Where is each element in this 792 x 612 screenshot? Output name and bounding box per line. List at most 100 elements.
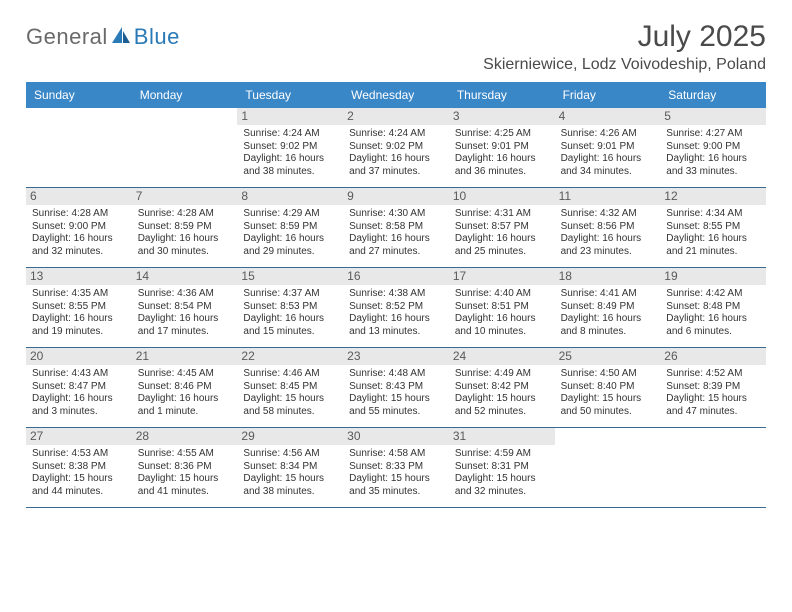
daylight-line: Daylight: 16 hours and 3 minutes. xyxy=(32,393,126,418)
week-row: 1Sunrise: 4:24 AMSunset: 9:02 PMDaylight… xyxy=(26,108,766,188)
sunset-line: Sunset: 8:40 PM xyxy=(561,381,655,394)
day-number: 3 xyxy=(449,108,555,125)
daylight-line: Daylight: 16 hours and 23 minutes. xyxy=(561,233,655,258)
sunset-line: Sunset: 8:53 PM xyxy=(243,301,337,314)
day-header: Saturday xyxy=(660,82,766,108)
day-number: 9 xyxy=(343,188,449,205)
sunrise-line: Sunrise: 4:31 AM xyxy=(455,208,549,221)
daylight-line: Daylight: 16 hours and 17 minutes. xyxy=(138,313,232,338)
day-cell: 7Sunrise: 4:28 AMSunset: 8:59 PMDaylight… xyxy=(132,188,238,267)
day-cell: 14Sunrise: 4:36 AMSunset: 8:54 PMDayligh… xyxy=(132,268,238,347)
sunrise-line: Sunrise: 4:35 AM xyxy=(32,288,126,301)
sunrise-line: Sunrise: 4:43 AM xyxy=(32,368,126,381)
day-cell: 27 Sunrise: 4:53 AMSunset: 8:38 PMDayligh… xyxy=(26,428,132,507)
day-number: 5 xyxy=(660,108,766,125)
daylight-line: Daylight: 15 hours and 35 minutes. xyxy=(349,473,443,498)
page-title: July 2025 xyxy=(483,20,766,54)
sunset-line: Sunset: 8:31 PM xyxy=(455,461,549,474)
sunrise-line: Sunrise: 4:29 AM xyxy=(243,208,337,221)
sunrise-line: Sunrise: 4:52 AM xyxy=(666,368,760,381)
sunset-line: Sunset: 8:51 PM xyxy=(455,301,549,314)
sunrise-line: Sunrise: 4:34 AM xyxy=(666,208,760,221)
day-cell: 21Sunrise: 4:45 AMSunset: 8:46 PMDayligh… xyxy=(132,348,238,427)
daylight-line: Daylight: 15 hours and 41 minutes. xyxy=(138,473,232,498)
day-number: 22 xyxy=(237,348,343,365)
day-cell: 12Sunrise: 4:34 AMSunset: 8:55 PMDayligh… xyxy=(660,188,766,267)
day-cell: 4Sunrise: 4:26 AMSunset: 9:01 PMDaylight… xyxy=(555,108,661,187)
daylight-line: Daylight: 15 hours and 55 minutes. xyxy=(349,393,443,418)
day-cell xyxy=(555,428,661,507)
daylight-line: Daylight: 16 hours and 15 minutes. xyxy=(243,313,337,338)
daylight-line: Daylight: 16 hours and 29 minutes. xyxy=(243,233,337,258)
daylight-line: Daylight: 16 hours and 13 minutes. xyxy=(349,313,443,338)
title-block: July 2025 Skierniewice, Lodz Voivodeship… xyxy=(483,20,766,74)
day-number: 24 xyxy=(449,348,555,365)
sunset-line: Sunset: 8:45 PM xyxy=(243,381,337,394)
day-cell: 28Sunrise: 4:55 AMSunset: 8:36 PMDayligh… xyxy=(132,428,238,507)
day-cell: 15Sunrise: 4:37 AMSunset: 8:53 PMDayligh… xyxy=(237,268,343,347)
week-row: 13Sunrise: 4:35 AMSunset: 8:55 PMDayligh… xyxy=(26,268,766,348)
daylight-line: Daylight: 15 hours and 58 minutes. xyxy=(243,393,337,418)
daylight-line: Daylight: 16 hours and 6 minutes. xyxy=(666,313,760,338)
day-number: 2 xyxy=(343,108,449,125)
calendar-body: 1Sunrise: 4:24 AMSunset: 9:02 PMDaylight… xyxy=(26,108,766,508)
sunrise-line: Sunrise: 4:27 AM xyxy=(666,128,760,141)
daylight-line: Daylight: 16 hours and 30 minutes. xyxy=(138,233,232,258)
daylight-line: Daylight: 16 hours and 19 minutes. xyxy=(32,313,126,338)
sunrise-line: Sunrise: 4:59 AM xyxy=(455,448,549,461)
day-number: 14 xyxy=(132,268,238,285)
day-cell: 20Sunrise: 4:43 AMSunset: 8:47 PMDayligh… xyxy=(26,348,132,427)
daylight-line: Daylight: 15 hours and 47 minutes. xyxy=(666,393,760,418)
calendar: SundayMondayTuesdayWednesdayThursdayFrid… xyxy=(26,82,766,508)
sunrise-line: Sunrise: 4:41 AM xyxy=(561,288,655,301)
day-cell: 31Sunrise: 4:59 AMSunset: 8:31 PMDayligh… xyxy=(449,428,555,507)
day-cell: 17Sunrise: 4:40 AMSunset: 8:51 PMDayligh… xyxy=(449,268,555,347)
daylight-line: Daylight: 16 hours and 21 minutes. xyxy=(666,233,760,258)
daylight-line: Daylight: 15 hours and 32 minutes. xyxy=(455,473,549,498)
daylight-line: Daylight: 16 hours and 37 minutes. xyxy=(349,153,443,178)
day-number: 16 xyxy=(343,268,449,285)
sunset-line: Sunset: 9:00 PM xyxy=(666,141,760,154)
daylight-line: Daylight: 16 hours and 8 minutes. xyxy=(561,313,655,338)
sunrise-line: Sunrise: 4:28 AM xyxy=(138,208,232,221)
sunrise-line: Sunrise: 4:58 AM xyxy=(349,448,443,461)
sunset-line: Sunset: 8:38 PM xyxy=(32,461,126,474)
daylight-line: Daylight: 15 hours and 38 minutes. xyxy=(243,473,337,498)
sunset-line: Sunset: 8:46 PM xyxy=(138,381,232,394)
logo: General Blue xyxy=(26,24,180,50)
sunrise-line: Sunrise: 4:40 AM xyxy=(455,288,549,301)
sunrise-line: Sunrise: 4:46 AM xyxy=(243,368,337,381)
day-cell: 1Sunrise: 4:24 AMSunset: 9:02 PMDaylight… xyxy=(237,108,343,187)
sunrise-line: Sunrise: 4:53 AM xyxy=(32,448,126,461)
sunset-line: Sunset: 8:49 PM xyxy=(561,301,655,314)
week-row: 6Sunrise: 4:28 AMSunset: 9:00 PMDaylight… xyxy=(26,188,766,268)
day-number: 23 xyxy=(343,348,449,365)
sunset-line: Sunset: 8:33 PM xyxy=(349,461,443,474)
day-number: 20 xyxy=(26,348,132,365)
day-cell: 26Sunrise: 4:52 AMSunset: 8:39 PMDayligh… xyxy=(660,348,766,427)
daylight-line: Daylight: 15 hours and 52 minutes. xyxy=(455,393,549,418)
sunrise-line: Sunrise: 4:26 AM xyxy=(561,128,655,141)
day-cell: 18Sunrise: 4:41 AMSunset: 8:49 PMDayligh… xyxy=(555,268,661,347)
daylight-line: Daylight: 15 hours and 44 minutes. xyxy=(32,473,126,498)
sunset-line: Sunset: 8:59 PM xyxy=(243,221,337,234)
sail-icon xyxy=(110,25,132,50)
sunrise-line: Sunrise: 4:24 AM xyxy=(243,128,337,141)
day-number: 29 xyxy=(237,428,343,445)
daylight-line: Daylight: 16 hours and 32 minutes. xyxy=(32,233,126,258)
sunrise-line: Sunrise: 4:55 AM xyxy=(138,448,232,461)
day-cell: 16Sunrise: 4:38 AMSunset: 8:52 PMDayligh… xyxy=(343,268,449,347)
daylight-line: Daylight: 16 hours and 10 minutes. xyxy=(455,313,549,338)
day-cell: 30Sunrise: 4:58 AMSunset: 8:33 PMDayligh… xyxy=(343,428,449,507)
sunset-line: Sunset: 8:57 PM xyxy=(455,221,549,234)
sunset-line: Sunset: 9:02 PM xyxy=(243,141,337,154)
day-number: 7 xyxy=(132,188,238,205)
day-number: 27 xyxy=(26,428,132,445)
day-cell: 24Sunrise: 4:49 AMSunset: 8:42 PMDayligh… xyxy=(449,348,555,427)
page-subtitle: Skierniewice, Lodz Voivodeship, Poland xyxy=(483,56,766,74)
sunset-line: Sunset: 8:43 PM xyxy=(349,381,443,394)
day-header: Tuesday xyxy=(237,82,343,108)
day-number: 26 xyxy=(660,348,766,365)
daylight-line: Daylight: 16 hours and 38 minutes. xyxy=(243,153,337,178)
day-cell: 2Sunrise: 4:24 AMSunset: 9:02 PMDaylight… xyxy=(343,108,449,187)
